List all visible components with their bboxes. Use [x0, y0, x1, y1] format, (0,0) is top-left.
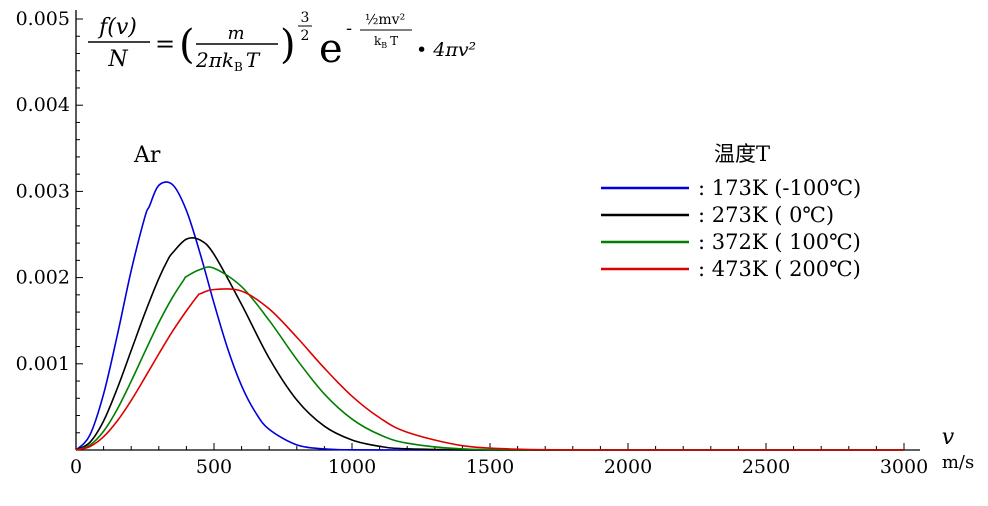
x-axis-label: v	[942, 425, 955, 450]
formula-exp-minus: -	[346, 18, 352, 39]
formula-equals: =	[155, 30, 175, 58]
series-line-372K	[75, 266, 904, 451]
legend-items: : 173K (-100℃) : 273K ( 0℃) : 372K ( 100℃)…	[601, 176, 861, 281]
formula: f(v) N = ( m 2πkB T ) 3 2 e - ½mv² kB T • …	[88, 10, 476, 74]
legend: 温度T : 173K (-100℃) : 273K ( 0℃) : 372K ( 1…	[601, 142, 861, 281]
x-tick-label: 1500	[466, 456, 514, 478]
x-axis-unit: m/s	[942, 452, 974, 473]
series-curves	[75, 181, 905, 451]
series-line-273K	[75, 237, 904, 451]
formula-exp-denominator: kB T	[374, 34, 398, 50]
annotation-ar: Ar	[133, 143, 161, 168]
x-tick-label: 2500	[742, 456, 790, 478]
formula-lhs-numerator: f(v)	[97, 15, 137, 40]
formula-exp32-denominator: 2	[301, 28, 310, 44]
formula-paren-numerator: m	[227, 23, 244, 44]
legend-label-372K: : 372K ( 100℃)	[698, 230, 861, 254]
formula-paren-denominator: 2πkB T	[195, 48, 261, 74]
legend-label-473K: : 473K ( 200℃)	[698, 257, 861, 281]
legend-label-173K: : 173K (-100℃)	[698, 176, 861, 200]
y-tick-label: 0.002	[16, 267, 70, 289]
y-tick-label: 0.005	[16, 8, 70, 30]
x-tick-label: 2000	[604, 456, 652, 478]
formula-paren-open: (	[179, 22, 195, 68]
legend-title: 温度T	[714, 142, 770, 166]
formula-lhs-denominator: N	[107, 47, 128, 72]
series-line-473K	[75, 288, 905, 451]
x-tick-label: 3000	[880, 456, 928, 478]
x-tick-label: 0	[70, 456, 82, 478]
y-tick-label: 0.001	[16, 353, 70, 375]
legend-label-273K: : 273K ( 0℃)	[698, 203, 834, 227]
formula-paren-close: )	[280, 22, 296, 68]
y-tick-label: 0.004	[16, 94, 70, 116]
formula-exp-numerator: ½mv²	[365, 12, 405, 28]
y-tick-label: 0.003	[16, 180, 70, 202]
formula-tail: • 4πv²	[416, 39, 476, 61]
x-tick-label: 1000	[328, 456, 376, 478]
y-ticks: 0.001 0.002 0.003 0.004 0.005	[16, 8, 83, 434]
x-ticks: 0 500 1000 1500 2000 2500 3000	[70, 443, 928, 478]
formula-e: e	[319, 26, 343, 72]
x-tick-label: 500	[196, 456, 232, 478]
formula-exp32-numerator: 3	[301, 10, 310, 26]
